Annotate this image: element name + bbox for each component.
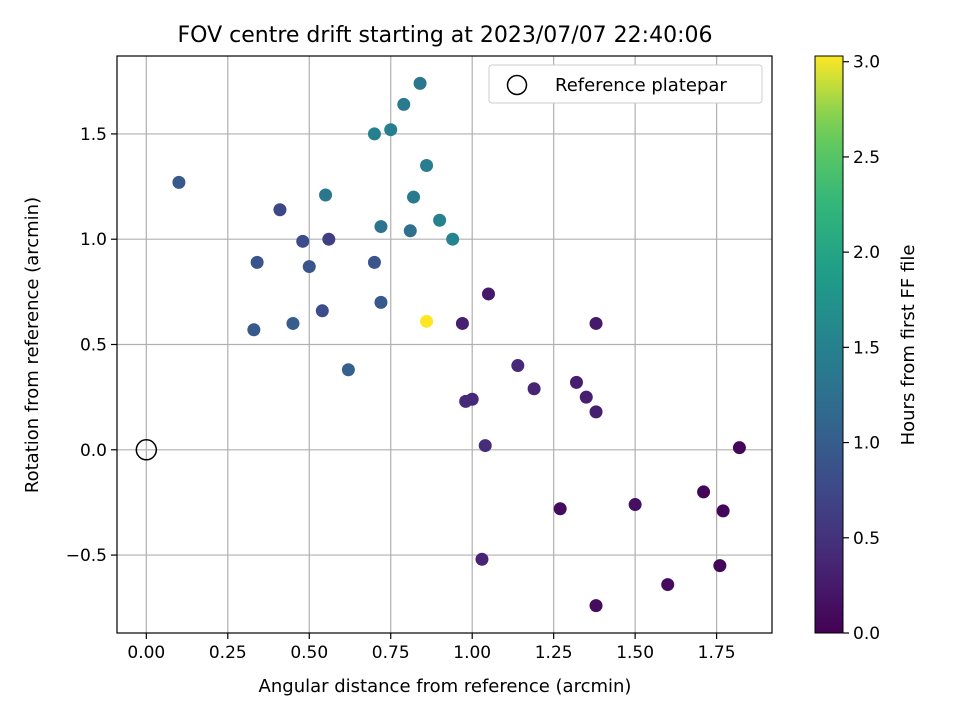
y-axis-ticks: −0.5 0.0 0.5 1.0 1.5 [66, 125, 117, 566]
x-axis-label: Angular distance from reference (arcmin) [259, 676, 632, 697]
y-tick-label: 0.0 [80, 441, 107, 461]
data-point [553, 502, 567, 516]
x-tick-label: 0.75 [372, 643, 410, 663]
colorbar-tick-label: 1.5 [853, 338, 880, 358]
data-point [322, 232, 336, 246]
data-point [250, 255, 264, 269]
data-point [446, 232, 460, 246]
data-point [273, 203, 287, 217]
colorbar-gradient [814, 55, 844, 634]
y-tick-label: −0.5 [66, 546, 107, 566]
data-point [413, 76, 427, 90]
colorbar-tick-label: 0.0 [853, 624, 880, 644]
y-tick-label: 0.5 [80, 336, 107, 356]
x-tick-label: 0.25 [209, 643, 247, 663]
data-point [420, 314, 434, 328]
data-point [527, 382, 541, 396]
x-tick-label: 1.75 [698, 643, 736, 663]
x-tick-label: 0.50 [290, 643, 328, 663]
data-point [569, 375, 583, 389]
data-point [455, 316, 469, 330]
data-point [420, 159, 434, 173]
data-point [403, 224, 417, 238]
data-point [713, 559, 727, 573]
legend-box [488, 64, 763, 104]
colorbar: 0.0 0.5 1.0 1.5 2.0 2.5 3.0 Hours from first F… [814, 53, 919, 644]
data-point [367, 127, 381, 141]
data-point [247, 323, 261, 337]
data-point [374, 295, 388, 309]
data-point [433, 213, 447, 227]
x-tick-label: 1.50 [616, 643, 654, 663]
data-point [628, 498, 642, 512]
data-point [579, 390, 593, 404]
data-point [511, 359, 525, 373]
x-tick-label: 0.00 [127, 643, 165, 663]
colorbar-tick-label: 0.5 [853, 529, 880, 549]
data-point [407, 190, 421, 204]
legend-label-reference: Reference platepar [555, 75, 727, 96]
data-point [397, 97, 411, 111]
colorbar-tick-label: 1.0 [853, 434, 880, 454]
y-tick-label: 1.5 [80, 125, 107, 145]
reference-point-marker [135, 439, 158, 461]
x-tick-label: 1.00 [453, 643, 491, 663]
data-point [716, 504, 730, 518]
y-tick-label: 1.0 [80, 230, 107, 250]
data-point [589, 405, 603, 419]
data-point [315, 304, 329, 318]
data-point [172, 175, 186, 189]
data-point [661, 578, 675, 592]
data-point [367, 255, 381, 269]
grid-lines [117, 56, 772, 633]
data-point [465, 392, 479, 406]
chart-title: FOV centre drift starting at 2023/07/07 … [178, 23, 713, 48]
x-axis-ticks: 0.00 0.25 0.50 0.75 1.00 1.25 1.50 1.75 [127, 633, 736, 663]
data-point [384, 123, 398, 137]
legend-marker-reference [506, 74, 528, 96]
x-tick-label: 1.25 [535, 643, 573, 663]
colorbar-ticks: 0.0 0.5 1.0 1.5 2.0 2.5 3.0 [843, 53, 880, 644]
data-point [732, 441, 746, 455]
y-axis-label: Rotation from reference (arcmin) [22, 197, 43, 493]
data-point [319, 188, 333, 202]
colorbar-tick-label: 3.0 [853, 53, 880, 73]
legend: Reference platepar [488, 64, 763, 104]
data-points [135, 76, 746, 613]
data-point [374, 220, 388, 234]
data-point [589, 316, 603, 330]
data-point [286, 316, 300, 330]
colorbar-label: Hours from first FF file [898, 245, 919, 446]
colorbar-tick-label: 2.0 [853, 243, 880, 263]
colorbar-tick-label: 2.5 [853, 148, 880, 168]
data-point [589, 599, 603, 613]
data-point [296, 234, 310, 248]
data-point [475, 552, 489, 566]
data-point [697, 485, 711, 499]
data-point [478, 439, 492, 453]
data-point [302, 260, 316, 274]
data-point [481, 287, 495, 301]
data-point [341, 363, 355, 377]
